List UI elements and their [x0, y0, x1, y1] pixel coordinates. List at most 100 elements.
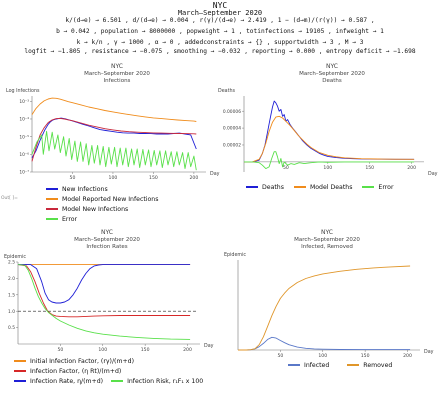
- legend-label: Model New Infections: [62, 205, 129, 213]
- y-axis-label: Epidemic: [224, 252, 246, 258]
- x-tick-label: 50: [277, 353, 283, 359]
- x-tick-label: 50: [283, 165, 289, 171]
- legend-swatch: [293, 186, 306, 188]
- y-tick-label: 2.5: [8, 260, 15, 266]
- y-tick-label: 2.0: [8, 276, 15, 282]
- y-tick-label: 10⁻⁷: [19, 170, 29, 176]
- legend-item: Error: [46, 214, 158, 224]
- legend-swatch: [347, 364, 360, 366]
- header-subtitle: March–September 2020: [177, 9, 263, 17]
- output-label: Out[ ]=: [1, 196, 18, 201]
- infected-removed-legend: Infected Removed: [288, 360, 392, 370]
- chart-panel-title: Infections: [104, 78, 131, 84]
- x-tick-label: 200: [407, 165, 416, 171]
- y-tick-label: 10⁻³: [19, 99, 29, 105]
- legend-swatch: [14, 380, 26, 382]
- chart-title: NYC: [111, 63, 123, 70]
- x-tick-label: 50: [70, 175, 76, 181]
- legend-label: Infection Risk, r₁F₁ x 100: [127, 377, 204, 385]
- legend-label: Infected: [304, 361, 330, 369]
- legend-label: Infection Rate, η/(m+d): [30, 377, 104, 385]
- legend-swatch: [46, 208, 58, 210]
- x-tick-label: 200: [403, 353, 412, 359]
- series-line-2: [17, 264, 191, 318]
- y-axis-label: Epidemic: [4, 254, 26, 260]
- y-tick-label: 0.00004: [223, 126, 241, 132]
- legend-item: Deaths: [246, 182, 284, 192]
- legend-item: Model New Infections: [46, 204, 158, 214]
- series-line-1: [31, 117, 197, 159]
- series-line-2: [31, 97, 197, 122]
- legend-item: Removed: [347, 360, 392, 370]
- legend-item: Infection Factor, (η Rt)/(m+d): [14, 366, 219, 376]
- y-axis-label: Log Infections: [6, 88, 40, 94]
- legend-label: Removed: [363, 361, 393, 369]
- y-tick-label: 0.00006: [223, 109, 241, 115]
- legend-swatch: [46, 198, 58, 200]
- series-line-2: [238, 265, 411, 351]
- legend-item: Error: [362, 182, 394, 192]
- legend-swatch: [111, 380, 124, 382]
- chart-panel-title: Infected, Removed: [301, 244, 353, 250]
- x-tick-label: 200: [190, 175, 199, 181]
- legend-swatch: [288, 364, 300, 366]
- infection-rates-legend: Initial Infection Factor, (rγ)/(m+d) Inf…: [14, 356, 219, 386]
- deaths-legend: Deaths Model Deaths Error: [246, 182, 394, 192]
- param-line-1: k/(d→e) → 6.501 , d/(d→e) → 0.004 , r(γ)…: [65, 17, 375, 24]
- legend-swatch: [46, 188, 58, 190]
- chart-panel-title: Infection Rates: [86, 244, 127, 250]
- legend-item: Model Reported New Infections: [46, 194, 158, 204]
- x-axis-label: Day: [210, 171, 220, 177]
- x-tick-label: 150: [141, 347, 150, 353]
- series-line-1: [244, 100, 415, 163]
- legend-label: Deaths: [262, 183, 284, 191]
- legend-item: Infection Risk, r₁F₁ x 100: [111, 376, 203, 386]
- y-tick-label: 0.5: [8, 325, 15, 331]
- x-tick-label: 100: [323, 165, 332, 171]
- chart-subtitle: March–September 2020: [74, 237, 140, 243]
- x-tick-label: 100: [98, 347, 107, 353]
- param-line-4: logfit → −1.805 , resistance → −0.075 , …: [24, 48, 416, 55]
- chart-title: NYC: [321, 229, 333, 236]
- legend-label: Error: [62, 215, 78, 223]
- legend-swatch: [246, 186, 258, 188]
- series-line-3: [244, 151, 415, 170]
- legend-label: Infection Factor, (η Rt)/(m+d): [30, 367, 122, 375]
- y-tick-label: 10⁻⁶: [19, 152, 29, 158]
- param-line-3: k → k/n , γ → 1000 , α → 0 , addedconstr…: [76, 39, 364, 46]
- legend-item: Infected: [288, 360, 329, 370]
- x-tick-label: 150: [361, 353, 370, 359]
- legend-label: Error: [378, 183, 394, 191]
- chart-panel-title: Deaths: [322, 78, 342, 84]
- chart-subtitle: March–September 2020: [299, 71, 365, 77]
- y-tick-label: 0.00002: [223, 143, 241, 149]
- x-axis-label: Day: [204, 343, 214, 349]
- y-tick-label: 1.5: [8, 292, 15, 298]
- legend-item: Model Deaths: [293, 182, 353, 192]
- series-line-4: [31, 130, 197, 171]
- series-line-3: [31, 117, 197, 162]
- chart-title: NYC: [101, 229, 113, 236]
- x-tick-label: 150: [149, 175, 158, 181]
- x-axis-label: Day: [424, 349, 434, 355]
- chart-subtitle: March–September 2020: [294, 237, 360, 243]
- infections-legend: New Infections Model Reported New Infect…: [46, 184, 158, 224]
- chart-subtitle: March–September 2020: [84, 71, 150, 77]
- y-tick-label: 1.0: [8, 309, 15, 315]
- x-tick-label: 100: [318, 353, 327, 359]
- series-line-4: [17, 264, 191, 340]
- legend-swatch: [14, 360, 26, 362]
- legend-item: Initial Infection Factor, (rγ)/(m+d): [14, 356, 219, 366]
- header-title: NYC: [212, 1, 228, 10]
- legend-label: Model Deaths: [309, 183, 353, 191]
- x-axis-label: Day: [428, 171, 438, 177]
- chart-title: NYC: [326, 63, 338, 70]
- legend-swatch: [14, 370, 26, 372]
- y-tick-label: 10⁻⁵: [19, 134, 29, 140]
- legend-label: Initial Infection Factor, (rγ)/(m+d): [30, 357, 134, 365]
- param-line-2: b → 0.042 , population → 8000000 , popwe…: [56, 28, 384, 35]
